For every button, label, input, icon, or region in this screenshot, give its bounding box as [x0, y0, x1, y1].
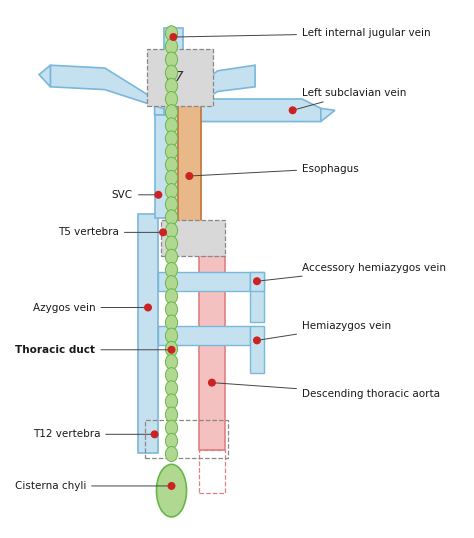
Polygon shape — [39, 65, 50, 87]
Ellipse shape — [165, 223, 178, 238]
Text: SVC: SVC — [112, 190, 155, 200]
Ellipse shape — [165, 328, 178, 343]
Ellipse shape — [165, 447, 178, 462]
Text: Accessory hemiazygos vein: Accessory hemiazygos vein — [260, 263, 446, 281]
Bar — [137, 214, 158, 453]
Ellipse shape — [165, 394, 178, 409]
Ellipse shape — [165, 275, 178, 291]
Text: Left internal jugular vein: Left internal jugular vein — [176, 29, 431, 38]
Ellipse shape — [165, 367, 178, 383]
Ellipse shape — [165, 302, 178, 317]
Circle shape — [186, 173, 192, 179]
Text: T12 vertebra: T12 vertebra — [33, 429, 152, 440]
Text: Esophagus: Esophagus — [192, 164, 359, 176]
Bar — [250, 326, 264, 373]
Ellipse shape — [165, 433, 178, 448]
Text: Left subclavian vein: Left subclavian vein — [295, 88, 406, 110]
Circle shape — [170, 34, 177, 40]
Circle shape — [151, 431, 158, 437]
Ellipse shape — [165, 210, 178, 225]
Bar — [155, 115, 183, 218]
Bar — [199, 256, 225, 450]
Ellipse shape — [165, 144, 178, 159]
Polygon shape — [50, 65, 183, 115]
Ellipse shape — [165, 236, 178, 251]
Polygon shape — [321, 108, 335, 122]
Text: Cisterna chyli: Cisterna chyli — [15, 481, 169, 491]
Ellipse shape — [165, 381, 178, 396]
Circle shape — [160, 229, 166, 236]
Circle shape — [289, 107, 296, 114]
Ellipse shape — [165, 171, 178, 186]
Ellipse shape — [165, 131, 178, 146]
Ellipse shape — [165, 263, 178, 278]
Polygon shape — [183, 99, 321, 122]
Ellipse shape — [165, 105, 178, 119]
Ellipse shape — [165, 420, 178, 435]
Bar — [145, 420, 228, 458]
Ellipse shape — [165, 118, 178, 133]
Ellipse shape — [165, 315, 178, 330]
Bar — [164, 27, 183, 115]
Polygon shape — [183, 65, 255, 115]
Circle shape — [209, 379, 215, 386]
Ellipse shape — [165, 197, 178, 212]
Circle shape — [254, 337, 260, 344]
Bar — [178, 101, 201, 232]
Text: Hemiazygos vein: Hemiazygos vein — [260, 321, 391, 340]
Ellipse shape — [165, 157, 178, 172]
Text: Thoracic duct: Thoracic duct — [16, 345, 169, 355]
Bar — [250, 272, 264, 291]
Ellipse shape — [165, 52, 178, 67]
Ellipse shape — [165, 289, 178, 304]
Circle shape — [145, 304, 151, 311]
Circle shape — [254, 278, 260, 285]
Ellipse shape — [165, 249, 178, 264]
Circle shape — [155, 192, 162, 198]
Bar — [161, 220, 225, 256]
Ellipse shape — [165, 91, 178, 107]
Ellipse shape — [165, 183, 178, 199]
Ellipse shape — [165, 65, 178, 80]
Circle shape — [168, 483, 175, 489]
Text: T5 vertebra: T5 vertebra — [58, 228, 160, 237]
Bar — [158, 326, 250, 345]
Bar — [147, 49, 213, 105]
Text: C7: C7 — [165, 70, 184, 84]
Ellipse shape — [165, 26, 178, 41]
Circle shape — [168, 346, 175, 353]
Ellipse shape — [165, 341, 178, 356]
Ellipse shape — [165, 407, 178, 422]
Ellipse shape — [165, 355, 178, 370]
Text: Descending thoracic aorta: Descending thoracic aorta — [215, 383, 440, 399]
Ellipse shape — [156, 464, 187, 517]
Ellipse shape — [165, 39, 178, 54]
Ellipse shape — [165, 79, 178, 94]
Text: Azygos vein: Azygos vein — [33, 302, 145, 313]
Bar — [199, 450, 225, 492]
Bar — [250, 272, 264, 322]
Bar — [158, 272, 250, 291]
